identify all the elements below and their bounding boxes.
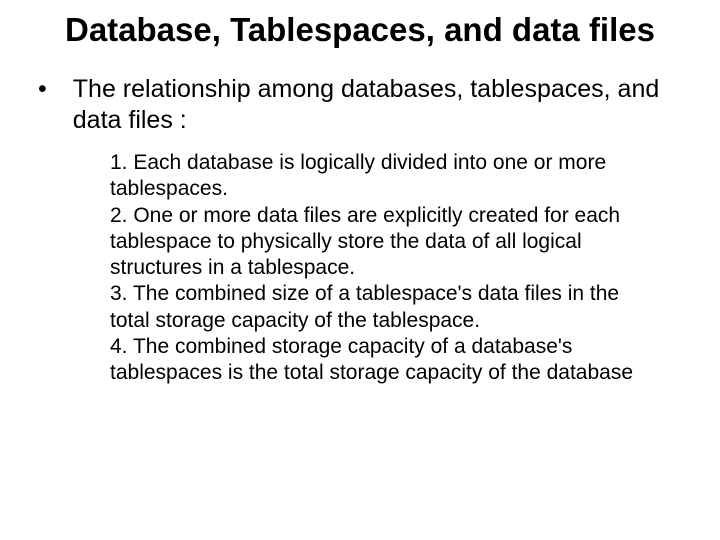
list-item: 3. The combined size of a tablespace's d… (110, 281, 660, 334)
intro-row: • The relationship among databases, tabl… (38, 74, 700, 137)
bullet-icon: • (38, 74, 47, 105)
slide-container: Database, Tablespaces, and data files • … (0, 0, 720, 540)
intro-text: The relationship among databases, tables… (73, 74, 700, 137)
numbered-list: 1. Each database is logically divided in… (110, 150, 660, 386)
list-item: 2. One or more data files are explicitly… (110, 203, 660, 282)
list-item: 4. The combined storage capacity of a da… (110, 334, 660, 387)
slide-title: Database, Tablespaces, and data files (20, 10, 700, 50)
list-item: 1. Each database is logically divided in… (110, 150, 660, 203)
